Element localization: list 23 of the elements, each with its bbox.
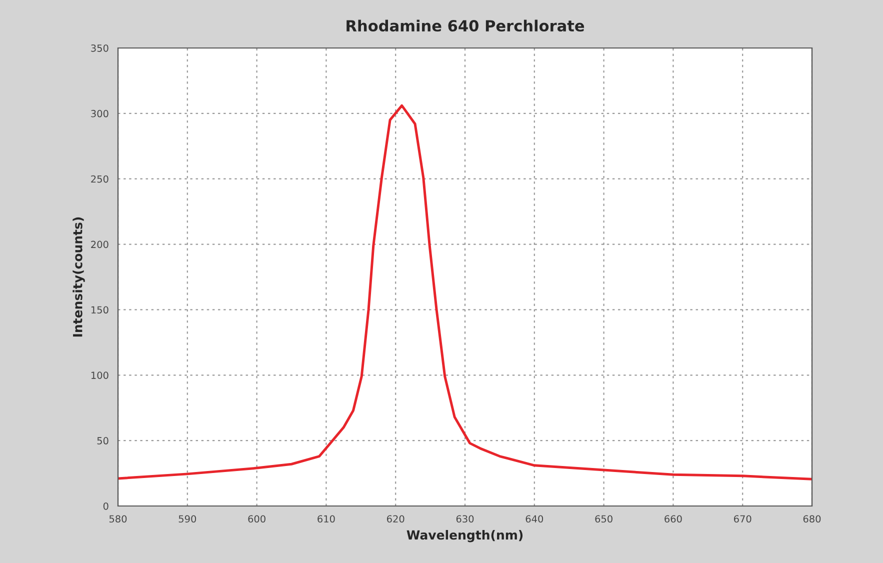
x-tick-label: 580: [109, 515, 127, 523]
x-tick-label: 680: [803, 515, 821, 523]
x-tick-label: 660: [664, 515, 682, 523]
x-tick-label: 640: [526, 515, 544, 523]
x-tick-label: 610: [318, 515, 335, 523]
y-tick-label: 200: [91, 240, 108, 248]
x-axis-title: Wavelength(nm): [406, 530, 523, 542]
y-tick-label: 250: [91, 175, 108, 183]
y-tick-label: 350: [91, 44, 108, 52]
line-series: [118, 104, 812, 480]
x-tick-label: 630: [456, 515, 474, 523]
y-tick-label: 150: [91, 306, 108, 314]
y-tick-label: 300: [91, 110, 108, 118]
x-tick-label: 670: [734, 515, 752, 523]
y-tick-label: 100: [91, 372, 108, 379]
chart-title: Rhodamine 640 Perchlorate: [346, 20, 584, 32]
x-tick-label: 590: [178, 515, 196, 523]
x-tick-label: 620: [387, 515, 404, 523]
y-tick-label: 0: [103, 502, 108, 510]
y-axis-title: Intensity(counts): [72, 217, 85, 337]
x-tick-label: 650: [595, 515, 612, 523]
y-tick-label: 50: [97, 437, 108, 444]
x-tick-label: 600: [248, 515, 266, 523]
